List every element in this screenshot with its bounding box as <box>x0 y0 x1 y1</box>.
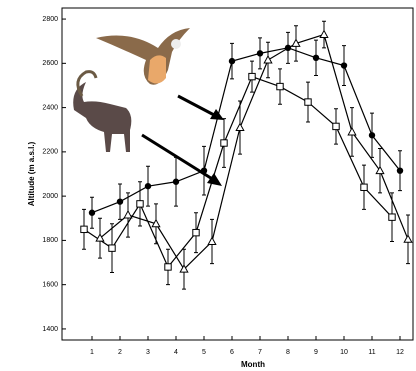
y-tick-label: 1800 <box>42 237 58 244</box>
point <box>192 228 200 237</box>
point <box>248 72 256 81</box>
point <box>123 209 133 219</box>
point <box>151 218 161 228</box>
x-tick-label: 1 <box>90 349 94 356</box>
arrow <box>177 94 224 120</box>
point <box>108 244 116 252</box>
point <box>396 167 404 174</box>
point <box>263 54 273 64</box>
x-tick-label: 9 <box>314 349 318 356</box>
point <box>172 178 180 185</box>
y-axis-title: Altitude (m a.s.l.) <box>27 141 36 206</box>
x-tick-label: 6 <box>230 349 234 356</box>
x-tick-label: 3 <box>146 349 150 356</box>
point <box>144 182 152 190</box>
series-line <box>99 33 409 271</box>
point <box>375 165 385 175</box>
point <box>200 167 208 174</box>
point <box>95 233 105 242</box>
y-tick-label: 2000 <box>42 193 58 200</box>
point <box>207 236 217 246</box>
x-tick-label: 2 <box>118 349 122 356</box>
point <box>228 57 236 65</box>
x-tick-label: 7 <box>258 349 262 356</box>
point <box>256 50 264 57</box>
point <box>332 122 340 131</box>
y-tick-label: 2800 <box>42 16 58 23</box>
x-tick-label: 10 <box>340 349 348 356</box>
point <box>312 54 320 61</box>
point <box>136 200 144 208</box>
point <box>179 264 189 273</box>
point <box>360 183 368 191</box>
x-tick-label: 4 <box>174 349 178 356</box>
point <box>220 139 228 147</box>
point <box>304 98 312 106</box>
x-axis-title: Month <box>241 360 265 369</box>
y-tick-label: 2600 <box>42 60 58 67</box>
arrow <box>141 133 222 186</box>
y-tick-label: 2200 <box>42 149 58 156</box>
plot-frame <box>61 7 414 341</box>
series-line <box>91 47 401 214</box>
series-line <box>83 75 393 269</box>
point <box>276 82 284 91</box>
point <box>80 225 88 234</box>
y-tick-label: 1400 <box>42 326 58 333</box>
point <box>388 213 396 221</box>
vulture-illustration <box>96 28 190 85</box>
y-tick-label: 2400 <box>42 104 58 111</box>
point <box>116 198 124 205</box>
point <box>319 29 329 39</box>
ibex-illustration <box>73 70 132 152</box>
y-tick-label: 1600 <box>42 282 58 289</box>
x-tick-label: 8 <box>286 349 290 356</box>
point <box>403 234 413 243</box>
point <box>235 122 245 132</box>
point <box>368 132 376 139</box>
x-tick-label: 12 <box>396 349 404 356</box>
point <box>291 38 301 47</box>
point <box>347 126 357 136</box>
point <box>164 263 172 271</box>
point <box>88 209 96 216</box>
x-tick-label: 5 <box>202 349 206 356</box>
point <box>340 62 348 69</box>
x-tick-label: 11 <box>368 349 375 356</box>
